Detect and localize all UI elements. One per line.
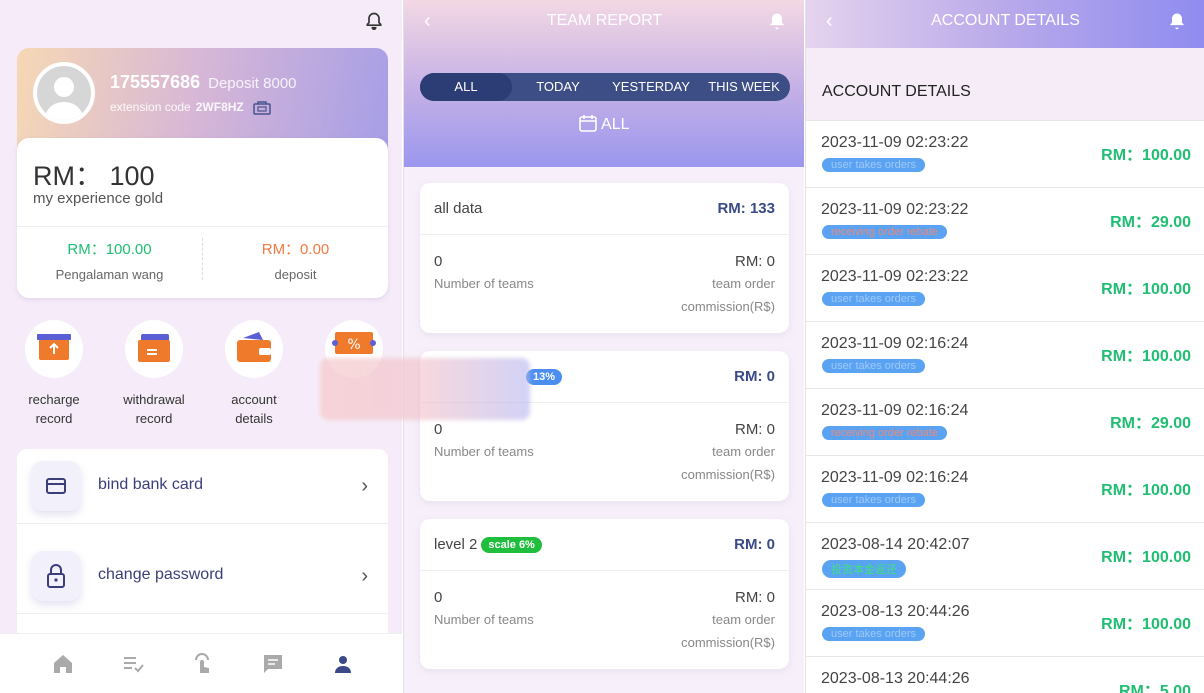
bell-icon[interactable]: [767, 11, 787, 31]
tab-this-week[interactable]: THIS WEEK: [708, 79, 780, 94]
experience-money: RM：100.00 Pengalaman wang: [55, 241, 164, 282]
transaction-date: 2023-11-09 02:16:24: [821, 335, 969, 352]
team-report-panel: ‹ TEAM REPORT ALL TODAY YESTERDAY THIS W…: [403, 0, 804, 693]
back-icon[interactable]: ‹: [424, 10, 431, 32]
settings-menu: bind bank card › change password ›: [17, 449, 388, 649]
transaction-date: 2023-11-09 02:23:22: [821, 201, 969, 218]
extension-code: extension code 2WF8HZ: [110, 100, 271, 115]
scale-badge: 13%: [526, 369, 563, 386]
chevron-right-icon: ›: [361, 475, 368, 497]
scale-badge: scale 6%: [481, 537, 542, 554]
transaction-type-tag: 投资本金返还: [822, 560, 906, 578]
report-card-level-2: level 2 scale 6% RM: 0 0 Number of teams …: [420, 519, 789, 669]
bottom-tab-bar: [0, 633, 402, 693]
transaction-row[interactable]: 2023-11-09 02:16:24 user takes orders RM：1…: [806, 321, 1204, 388]
svg-text:%: %: [347, 337, 360, 353]
user-id: 175557686 Deposit 8000: [110, 72, 297, 92]
transaction-date: 2023-11-09 02:23:22: [821, 268, 969, 285]
page-title: TEAM REPORT: [546, 12, 663, 29]
withdrawal-icon: [138, 334, 170, 362]
transaction-type-tag: receiving order rebate: [822, 426, 948, 440]
transaction-amount: RM：5.00: [1118, 683, 1191, 693]
balance-caption: my experience gold: [33, 190, 164, 207]
account-details-header: ‹ ACCOUNT DETAILS: [806, 0, 1204, 48]
transaction-amount: RM：100.00: [1101, 549, 1191, 566]
tab-yesterday[interactable]: YESTERDAY: [612, 79, 690, 94]
transaction-type-tag: user takes orders: [822, 292, 925, 306]
coupon-icon: %: [332, 332, 376, 354]
balance-amount: RM： 100: [33, 161, 155, 191]
deposit-balance: RM：0.00 deposit: [261, 241, 330, 282]
transaction-row[interactable]: 2023-11-09 02:23:22 user takes orders RM：1…: [806, 254, 1204, 321]
avatar[interactable]: [33, 62, 95, 124]
lock-icon: [47, 564, 65, 588]
recharge-record-shortcut[interactable]: recharge record: [14, 320, 94, 428]
transaction-date: 2023-11-09 02:16:24: [821, 402, 969, 419]
transaction-date: 2023-11-09 02:23:22: [821, 134, 969, 151]
team-report-header: ‹ TEAM REPORT ALL TODAY YESTERDAY THIS W…: [404, 0, 804, 167]
account-details-panel: ‹ ACCOUNT DETAILS ACCOUNT DETAILS 2023-1…: [805, 0, 1204, 693]
transaction-date: 2023-08-14 20:42:07: [821, 536, 970, 553]
change-password-item[interactable]: change password ›: [17, 539, 388, 614]
withdrawal-record-shortcut[interactable]: withdrawal record: [114, 320, 194, 428]
report-card-all: all data RM: 133 0 Number of teams RM: 0…: [420, 183, 789, 333]
profile-panel: 175557686 Deposit 8000 extension code 2WF8…: [0, 0, 402, 693]
section-header: ACCOUNT DETAILS: [806, 48, 1204, 120]
transaction-type-tag: user takes orders: [822, 359, 925, 373]
transaction-amount: RM：29.00: [1110, 214, 1191, 231]
card-icon: [46, 478, 66, 494]
account-details-shortcut[interactable]: account details: [214, 320, 294, 428]
transaction-amount: RM：100.00: [1101, 616, 1191, 633]
transaction-date: 2023-08-13 20:44:26: [821, 670, 970, 687]
transaction-amount: RM：100.00: [1101, 482, 1191, 499]
bind-bank-card-item[interactable]: bind bank card ›: [17, 449, 388, 524]
home-icon[interactable]: [51, 652, 75, 676]
back-icon[interactable]: ‹: [826, 10, 833, 32]
copy-icon[interactable]: [253, 101, 271, 115]
transaction-row[interactable]: 2023-08-13 20:44:26 RM：5.00: [806, 656, 1204, 693]
transaction-type-tag: user takes orders: [822, 158, 925, 172]
transaction-row[interactable]: 2023-11-09 02:16:24 user takes orders RM：1…: [806, 455, 1204, 522]
profile-card: 175557686 Deposit 8000 extension code 2WF8…: [17, 48, 388, 298]
shortcut-grid: recharge record withdrawal record accoun…: [0, 320, 402, 430]
transaction-row[interactable]: 2023-11-09 02:16:24 receiving order rebat…: [806, 388, 1204, 455]
section-title: ACCOUNT DETAILS: [822, 83, 971, 100]
transaction-type-tag: user takes orders: [822, 627, 925, 641]
bell-icon[interactable]: [364, 11, 384, 31]
tab-today[interactable]: TODAY: [536, 79, 580, 94]
transaction-date: 2023-08-13 20:44:26: [821, 603, 970, 620]
transaction-amount: RM：29.00: [1110, 415, 1191, 432]
profile-icon[interactable]: [331, 652, 355, 676]
balance-card: RM： 100 my experience gold RM：100.00 Pen…: [17, 138, 388, 298]
orders-icon[interactable]: [121, 652, 145, 676]
chevron-right-icon: ›: [361, 565, 368, 587]
deposit-label: Deposit 8000: [208, 75, 297, 92]
wallet-icon: [237, 332, 271, 362]
transaction-row[interactable]: 2023-08-13 20:44:26 user takes orders RM：1…: [806, 589, 1204, 656]
transaction-amount: RM：100.00: [1101, 348, 1191, 365]
recharge-icon: [37, 334, 71, 360]
date-filter[interactable]: ALL: [404, 114, 804, 134]
tap-icon[interactable]: [191, 652, 215, 676]
transaction-amount: RM：100.00: [1101, 281, 1191, 298]
transaction-date: 2023-11-09 02:16:24: [821, 469, 969, 486]
redacted-overlay: [320, 358, 530, 420]
transaction-row[interactable]: 2023-11-09 02:23:22 receiving order rebat…: [806, 187, 1204, 254]
calendar-icon: [579, 115, 598, 132]
bell-icon[interactable]: [1167, 11, 1187, 31]
tab-all[interactable]: ALL: [420, 73, 512, 101]
transaction-row[interactable]: 2023-11-09 02:23:22 user takes orders RM：1…: [806, 120, 1204, 187]
transaction-row[interactable]: 2023-08-14 20:42:07 投资本金返还 RM：100.00: [806, 522, 1204, 589]
message-icon[interactable]: [261, 652, 285, 676]
transaction-type-tag: user takes orders: [822, 493, 925, 507]
transaction-type-tag: receiving order rebate: [822, 225, 948, 239]
period-tabs: ALL TODAY YESTERDAY THIS WEEK: [420, 73, 790, 101]
page-title: ACCOUNT DETAILS: [931, 12, 1080, 29]
transaction-amount: RM：100.00: [1101, 147, 1191, 164]
